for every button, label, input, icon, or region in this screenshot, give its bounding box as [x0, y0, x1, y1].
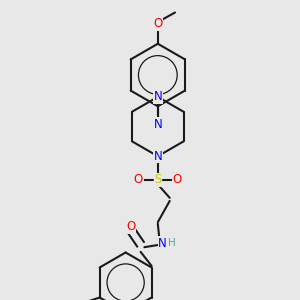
Text: N: N	[153, 118, 162, 131]
Text: O: O	[127, 220, 136, 233]
Text: H: H	[168, 238, 176, 248]
Text: S: S	[154, 173, 161, 186]
Text: O: O	[153, 17, 162, 30]
Text: O: O	[134, 173, 143, 186]
Text: N: N	[153, 150, 162, 163]
Text: N: N	[158, 237, 167, 250]
Text: O: O	[172, 173, 182, 186]
Text: N: N	[153, 90, 162, 104]
